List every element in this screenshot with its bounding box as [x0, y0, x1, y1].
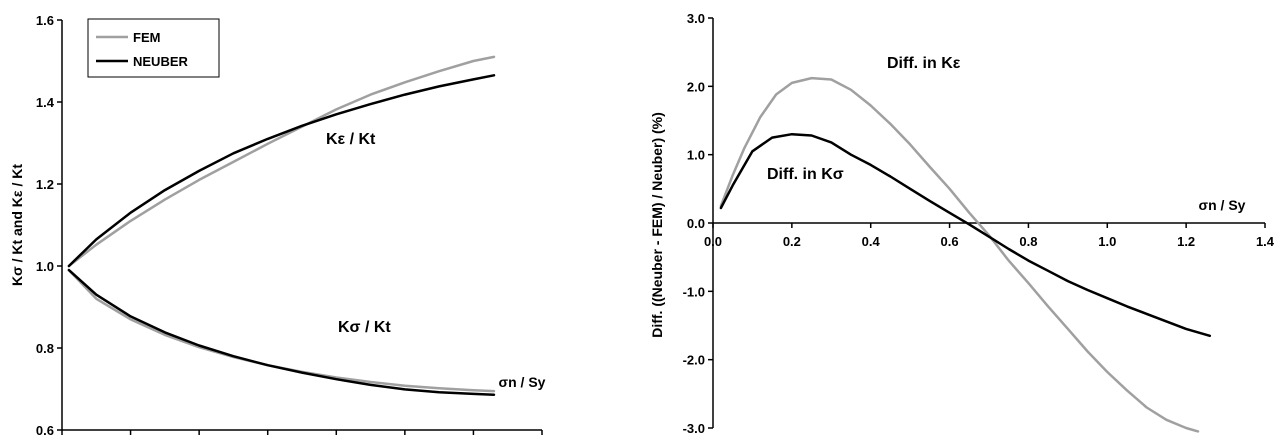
x-tick-label: 0.0 [704, 234, 722, 249]
x-tick-label: 0.6 [941, 234, 959, 249]
right-chart: 3.0 2.0 1.0 0.0 -1.0 -2.0 -3.0 0.0 0.2 0.4 0.6 0.8… [649, 11, 1275, 436]
y-tick-label: 3.0 [687, 11, 705, 26]
series-line-diff-in-k [719, 132, 1212, 338]
legend-fem-label: FEM [133, 30, 160, 45]
annotation-right-x-axis-label: σn / Sy [1199, 197, 1246, 213]
x-tick-label: 1.4 [1256, 234, 1275, 249]
y-tick-label: -2.0 [683, 353, 705, 368]
legend-box [87, 18, 220, 78]
x-tick-label: 0.8 [1019, 234, 1037, 249]
x-tick-label: 1.2 [1177, 234, 1195, 249]
y-tick-label: 1.6 [36, 13, 54, 28]
y-tick-label: 2.0 [687, 79, 705, 94]
x-tick-label: 0.2 [783, 234, 801, 249]
left-chart: 0.6 0.8 1.0 1.2 1.4 1.6 0.00.20.40.60.81.01.2… [9, 13, 546, 438]
right-x-ticks: 0.0 0.2 0.4 0.6 0.8 1.0 1.2 1.4 [704, 223, 1275, 249]
series-line-fem [67, 55, 496, 268]
left-y-axis-label: Kσ / Kt and Kε / Kt [9, 164, 25, 286]
series-line-neuber [67, 74, 496, 268]
series-line-diff-in-k [719, 76, 1200, 433]
y-tick-label: 1.0 [687, 148, 705, 163]
left-x-ticks: 0.00.20.40.60.81.01.21.4 [61, 430, 543, 435]
legend: FEM NEUBER [87, 18, 220, 78]
y-tick-label: 1.4 [36, 95, 55, 110]
series-line-fem [67, 268, 496, 393]
right-y-ticks: 3.0 2.0 1.0 0.0 -1.0 -2.0 -3.0 [683, 11, 713, 436]
right-y-axis-label: Diff. ((Neuber - FEM) / Neuber) (%) [649, 112, 665, 338]
left-y-ticks: 0.6 0.8 1.0 1.2 1.4 1.6 [36, 13, 62, 438]
y-tick-label: 1.2 [36, 177, 54, 192]
legend-neuber-label: NEUBER [133, 54, 189, 69]
annotation-x-axis-label: σn / Sy [499, 374, 546, 390]
left-series [67, 55, 496, 396]
annotation-diff-k-epsilon: Diff. in Kε [887, 55, 961, 72]
y-tick-label: 0.0 [687, 216, 705, 231]
annotation-k-epsilon: Kε / Kt [326, 131, 376, 148]
y-tick-label: 0.6 [36, 423, 54, 438]
y-tick-label: -3.0 [683, 421, 705, 436]
y-tick-label: 0.8 [36, 341, 54, 356]
annotation-k-sigma: Kσ / Kt [338, 319, 391, 336]
y-tick-label: 1.0 [36, 259, 54, 274]
series-line-neuber [67, 268, 496, 396]
x-tick-label: 1.0 [1098, 234, 1116, 249]
x-tick-label: 0.4 [862, 234, 881, 249]
right-series [719, 76, 1212, 433]
annotation-diff-k-sigma: Diff. in Kσ [767, 166, 844, 183]
y-tick-label: -1.0 [683, 284, 705, 299]
